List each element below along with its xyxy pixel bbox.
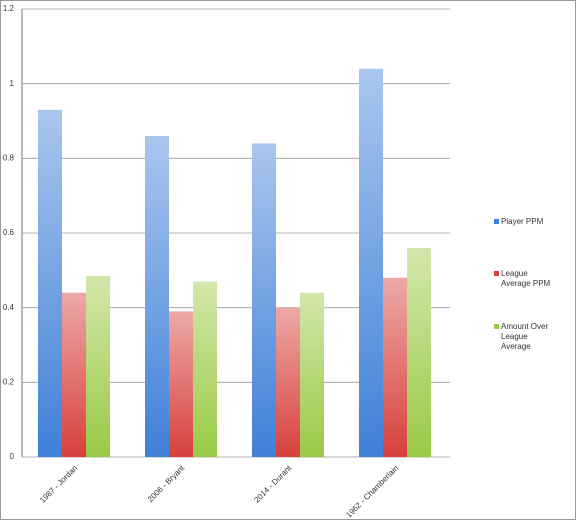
y-tick-label: 1.2 bbox=[3, 4, 15, 13]
bar bbox=[252, 143, 276, 457]
y-tick-label: 0.6 bbox=[3, 228, 15, 237]
legend-label: League Average PPM bbox=[501, 269, 551, 288]
bar bbox=[407, 247, 431, 457]
legend-item: Amount Over League Average bbox=[494, 322, 566, 352]
y-tick-label: 0 bbox=[10, 452, 15, 461]
x-tick-label: 1987 - Jordan bbox=[38, 464, 79, 505]
bar bbox=[145, 135, 169, 457]
y-tick-label: 0.4 bbox=[3, 303, 15, 312]
legend-label: Player PPM bbox=[501, 217, 544, 226]
legend-swatch bbox=[494, 219, 499, 224]
bar bbox=[62, 292, 86, 457]
bar bbox=[169, 311, 193, 457]
y-tick-label: 1 bbox=[10, 79, 15, 88]
bar bbox=[300, 292, 324, 457]
legend-item: League Average PPM bbox=[494, 269, 566, 289]
x-tick-label: 1962 - Chamberlain bbox=[344, 464, 400, 520]
x-tick-label: 2006 - Bryant bbox=[146, 463, 187, 504]
y-tick-label: 0.2 bbox=[3, 377, 15, 386]
bar bbox=[86, 275, 110, 457]
y-tick-label: 0.8 bbox=[3, 153, 15, 162]
bar bbox=[359, 68, 383, 457]
legend-label: Amount Over League Average bbox=[501, 322, 549, 351]
legend-swatch bbox=[494, 271, 499, 276]
bar bbox=[38, 109, 62, 458]
legend-swatch bbox=[494, 324, 499, 329]
bar bbox=[193, 281, 217, 457]
x-tick-label: 2014 - Durant bbox=[252, 463, 294, 505]
legend-item: Player PPM bbox=[494, 217, 566, 227]
bar bbox=[383, 277, 407, 457]
bar bbox=[276, 307, 300, 457]
